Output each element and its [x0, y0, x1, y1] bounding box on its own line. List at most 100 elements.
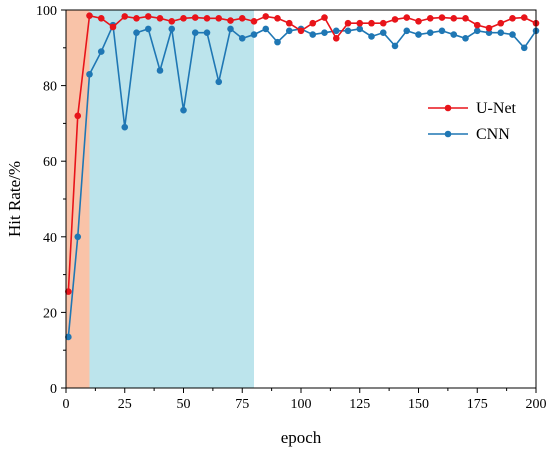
data-point-cnn [203, 29, 211, 36]
data-point-cnn [520, 44, 528, 52]
data-point-cnn [450, 31, 458, 38]
x-axis: 0 25 50 75 100 125 150 175 200 [63, 388, 547, 412]
y-tick-label: 40 [43, 231, 57, 246]
data-point-cnn [391, 42, 399, 50]
data-point-cnn [473, 27, 481, 35]
data-point-u-net [356, 19, 364, 27]
x-tick-label: 0 [63, 397, 70, 412]
data-point-u-net [438, 14, 446, 21]
data-point-cnn [97, 48, 105, 55]
data-point-u-net [344, 19, 352, 27]
legend-label-cnn: CNN [476, 126, 510, 143]
data-point-cnn [121, 123, 129, 131]
y-axis: 0 20 40 60 80 100 [36, 4, 66, 397]
legend-label-u-net: U-Net [476, 100, 517, 117]
data-point-u-net [97, 15, 105, 22]
data-point-u-net [215, 15, 223, 22]
data-point-cnn [227, 25, 234, 33]
data-point-cnn [238, 35, 246, 42]
data-point-cnn [462, 35, 469, 42]
data-point-cnn [215, 78, 223, 86]
data-point-u-net [403, 14, 411, 21]
data-point-u-net [309, 19, 317, 27]
x-tick-label: 150 [408, 397, 429, 412]
x-tick-label: 75 [235, 397, 249, 412]
data-point-u-net [415, 18, 422, 25]
data-point-cnn [438, 27, 446, 35]
data-point-u-net [368, 19, 375, 27]
data-point-cnn [344, 27, 352, 35]
y-tick-label: 20 [43, 306, 57, 321]
data-point-cnn [180, 106, 187, 114]
data-point-cnn [133, 29, 140, 36]
data-point-cnn [321, 29, 328, 36]
y-tick-label: 100 [36, 4, 57, 19]
y-tick-label: 0 [50, 382, 57, 397]
data-point-u-net [144, 13, 152, 20]
data-point-u-net [168, 18, 176, 25]
x-tick-label: 200 [526, 397, 547, 412]
data-point-u-net [133, 15, 140, 22]
data-point-u-net [86, 12, 93, 19]
data-point-u-net [462, 15, 469, 22]
data-point-u-net [426, 15, 434, 22]
data-point-cnn [509, 31, 516, 38]
data-point-u-net [509, 15, 516, 22]
data-point-u-net [156, 15, 164, 22]
legend-marker-u-net [444, 104, 452, 112]
data-point-cnn [65, 333, 72, 341]
y-tick-label: 60 [43, 155, 57, 170]
data-point-cnn [332, 27, 340, 35]
data-point-cnn [379, 29, 387, 36]
data-point-cnn [86, 70, 93, 78]
data-point-cnn [144, 25, 152, 33]
data-point-cnn [356, 25, 364, 33]
x-tick-label: 100 [291, 397, 312, 412]
data-point-cnn [426, 29, 434, 36]
x-tick-label: 125 [349, 397, 370, 412]
data-point-cnn [497, 29, 505, 36]
data-point-u-net [321, 14, 328, 21]
y-tick-label: 80 [43, 80, 57, 95]
data-point-u-net [74, 112, 82, 120]
data-point-u-net [227, 17, 234, 24]
data-point-cnn [262, 25, 270, 33]
shaded-region-2 [89, 10, 254, 388]
data-point-u-net [203, 15, 211, 22]
data-point-cnn [285, 27, 293, 35]
x-tick-label: 25 [118, 397, 132, 412]
data-point-cnn [415, 31, 422, 38]
data-point-u-net [285, 19, 293, 27]
data-point-u-net [485, 24, 493, 32]
x-tick-label: 50 [177, 397, 191, 412]
data-point-u-net [473, 21, 481, 29]
data-point-cnn [368, 33, 375, 40]
data-point-u-net [332, 35, 340, 42]
x-tick-label: 175 [467, 397, 488, 412]
data-point-u-net [391, 16, 399, 23]
y-axis-title: Hit Rate/% [5, 161, 24, 237]
legend: U-Net CNN [428, 100, 517, 143]
data-point-u-net [65, 288, 72, 295]
data-point-u-net [297, 27, 305, 35]
data-point-u-net [238, 15, 246, 22]
data-point-cnn [168, 25, 176, 33]
data-point-cnn [156, 67, 164, 74]
data-point-cnn [485, 29, 493, 36]
data-point-u-net [121, 13, 129, 20]
data-point-u-net [274, 15, 281, 22]
data-point-cnn [250, 31, 258, 38]
data-point-u-net [180, 15, 187, 22]
data-point-u-net [497, 19, 505, 27]
data-point-cnn [74, 233, 82, 241]
series-layer [65, 12, 540, 341]
data-point-u-net [450, 15, 458, 22]
data-point-u-net [191, 14, 199, 21]
x-axis-title: epoch [281, 428, 322, 447]
data-point-cnn [309, 31, 317, 38]
data-point-u-net [109, 23, 117, 31]
data-point-u-net [379, 19, 387, 27]
data-point-cnn [403, 27, 411, 35]
legend-marker-cnn [444, 130, 452, 138]
